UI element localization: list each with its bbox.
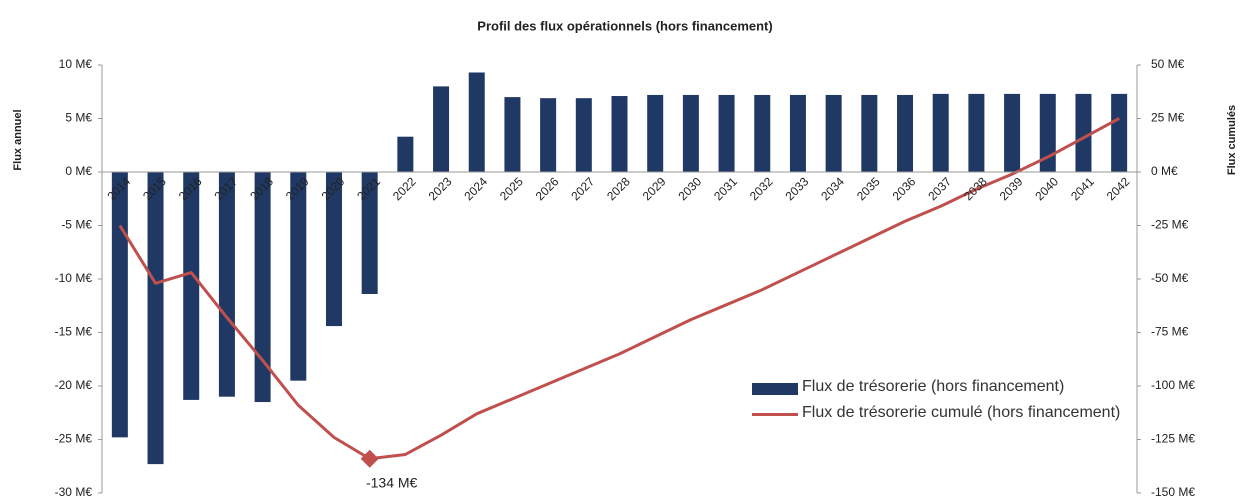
bar <box>540 98 557 172</box>
bar <box>825 94 842 172</box>
bar <box>147 172 164 465</box>
x-tick-label: 2041 <box>1068 174 1097 203</box>
x-tick-label: 2025 <box>497 174 526 203</box>
x-tick-label: 2037 <box>925 174 954 203</box>
bar <box>325 172 342 327</box>
line <box>118 117 1120 461</box>
legend-swatch <box>752 383 798 395</box>
y-tick-label: 0 M€ <box>65 164 92 178</box>
x-tick-label: 2027 <box>568 174 597 203</box>
bar <box>183 172 200 400</box>
x-tick-label: 2028 <box>604 174 633 203</box>
bar <box>861 94 878 172</box>
bar <box>932 93 949 172</box>
x-tick-label: 2026 <box>533 174 562 203</box>
bar <box>611 96 628 172</box>
bar <box>754 94 771 172</box>
y2-tick-label: 0 M€ <box>1151 164 1178 178</box>
y-tick-label: -20 M€ <box>55 378 93 392</box>
bar <box>397 136 414 172</box>
bar <box>575 98 592 172</box>
x-tick-label: 2036 <box>890 174 919 203</box>
chart-title: Profil des flux opérationnels (hors fina… <box>477 18 772 33</box>
y2-axis-label: Flux cumulés <box>1226 105 1238 175</box>
y-axis-label: Flux annuel <box>12 109 24 170</box>
x-tick-label: 2031 <box>711 174 740 203</box>
y2-tick-label: -75 M€ <box>1151 325 1189 339</box>
x-tick-label: 2030 <box>675 174 704 203</box>
y2-tick-label: -100 M€ <box>1151 378 1195 392</box>
y2-tick-label: -150 M€ <box>1151 485 1195 499</box>
bar <box>111 172 128 438</box>
legend-label: Flux de trésorerie (hors financement) <box>802 378 1065 395</box>
x-tick-label: 2034 <box>818 174 847 203</box>
bar <box>218 172 235 397</box>
x-tick-label: 2033 <box>783 174 812 203</box>
bar <box>290 172 307 381</box>
x-tick-label: 2038 <box>961 174 990 203</box>
bar <box>1075 93 1092 172</box>
y2-tick-label: -25 M€ <box>1151 218 1189 232</box>
bar <box>789 94 806 172</box>
data-label: -134 M€ <box>366 474 418 490</box>
y-tick-label: -30 M€ <box>55 485 93 499</box>
x-tick-label: 2024 <box>461 174 490 203</box>
bar <box>1039 93 1056 172</box>
x-tick-label: 2035 <box>854 174 883 203</box>
legend: Flux de trésorerie (hors financement) Fl… <box>752 378 1132 430</box>
y-tick-label: 10 M€ <box>59 57 93 71</box>
bar <box>968 93 985 172</box>
bar <box>504 97 521 172</box>
legend-entry: Flux de trésorerie (hors financement) <box>752 378 1132 396</box>
bar <box>468 72 485 172</box>
bar <box>682 94 699 172</box>
bar <box>433 86 450 172</box>
bar <box>1111 93 1128 172</box>
x-tick-label: 2040 <box>1032 174 1061 203</box>
legend-entry: Flux de trésorerie cumulé (hors financem… <box>752 404 1132 422</box>
y2-tick-label: 25 M€ <box>1151 111 1185 125</box>
bar <box>718 94 735 172</box>
y2-tick-label: -50 M€ <box>1151 271 1189 285</box>
y-tick-label: -25 M€ <box>55 432 93 446</box>
bar <box>647 94 664 172</box>
x-tick-label: 2023 <box>426 174 455 203</box>
x-tick-label: 2042 <box>1104 174 1133 203</box>
bar <box>254 172 271 403</box>
x-tick-label: 2022 <box>390 174 419 203</box>
y-tick-label: -15 M€ <box>55 325 93 339</box>
y-tick-label: -5 M€ <box>61 218 92 232</box>
y2-tick-label: 50 M€ <box>1151 57 1185 71</box>
legend-swatch <box>752 413 798 416</box>
y2-tick-label: -125 M€ <box>1151 432 1195 446</box>
point-marker <box>360 449 379 468</box>
y-tick-label: -10 M€ <box>55 271 93 285</box>
bar <box>897 94 914 172</box>
x-tick-label: 2032 <box>747 174 776 203</box>
x-tick-label: 2029 <box>640 174 669 203</box>
bar <box>1004 93 1021 172</box>
y-tick-label: 5 M€ <box>65 111 92 125</box>
legend-label: Flux de trésorerie cumulé (hors financem… <box>802 404 1121 421</box>
bar <box>361 172 378 294</box>
